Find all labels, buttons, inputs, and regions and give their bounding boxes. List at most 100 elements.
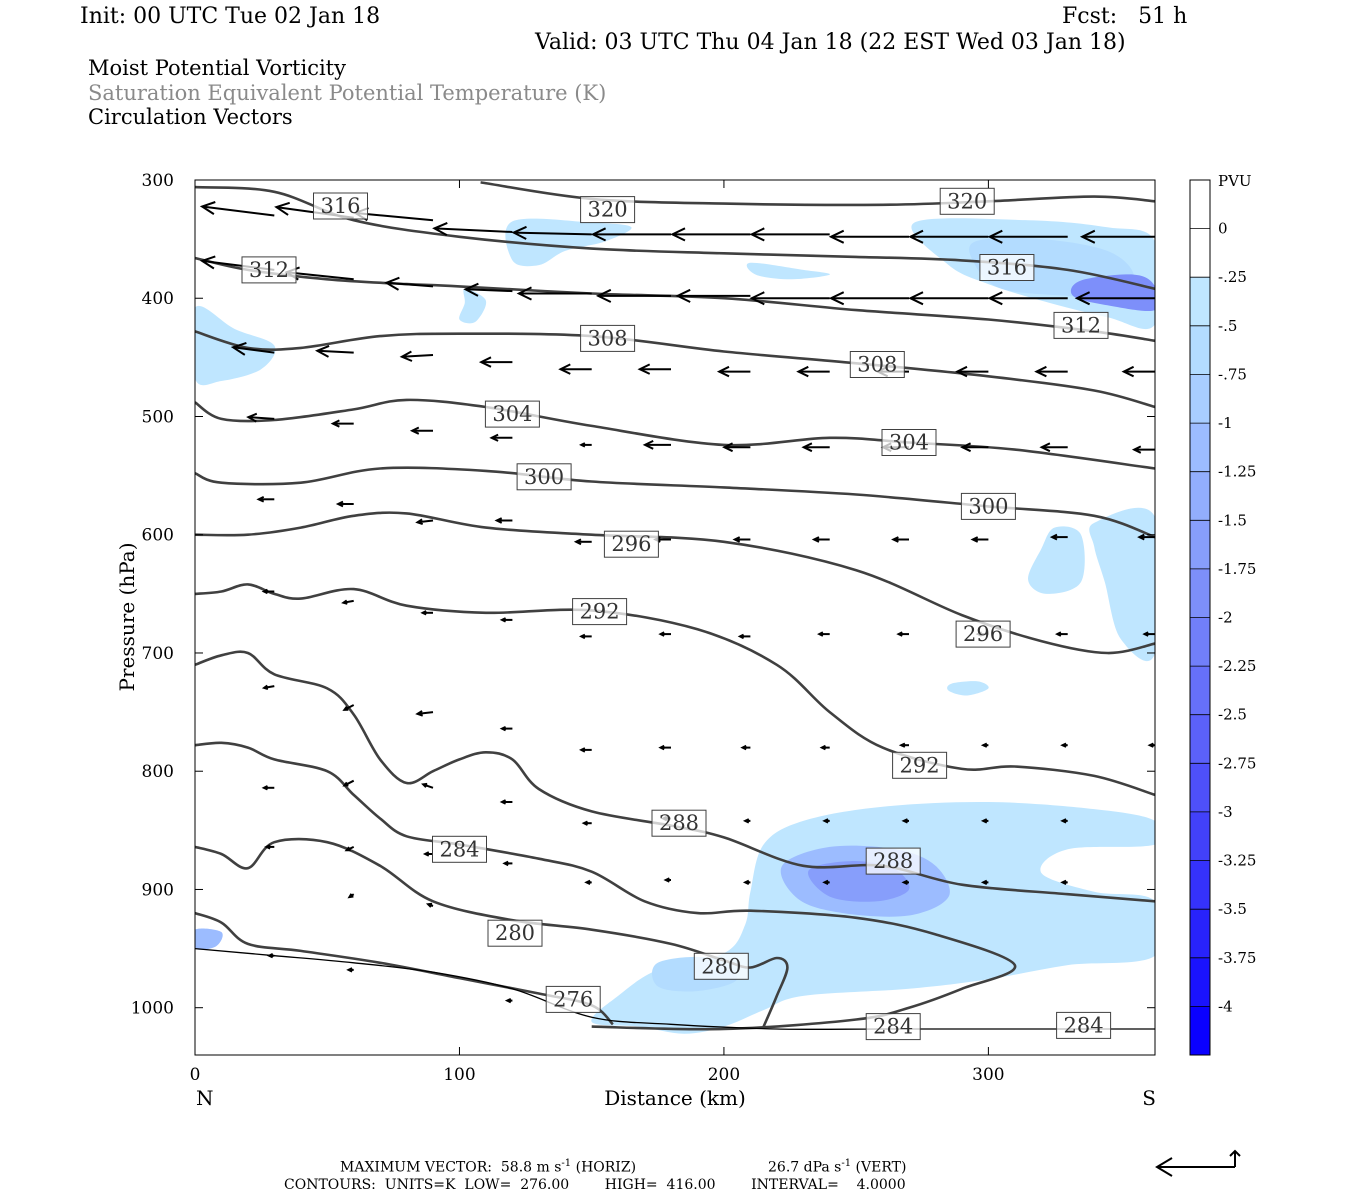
vector-4 bbox=[511, 225, 592, 240]
vector-50 bbox=[415, 518, 434, 526]
max-vector-vert: 26.7 dPa s-1 (VERT) bbox=[768, 1158, 907, 1176]
vector-64 bbox=[579, 633, 592, 640]
vector-19 bbox=[749, 291, 830, 306]
vector-55 bbox=[811, 536, 830, 543]
vector-63 bbox=[499, 617, 513, 623]
colorbar-swatch-6 bbox=[1190, 471, 1210, 521]
svg-text:292: 292 bbox=[900, 753, 940, 777]
vector-27 bbox=[478, 356, 513, 368]
contour-info: CONTOURS: UNITS=K LOW= 276.00 HIGH= 416.… bbox=[284, 1177, 906, 1193]
contour-label-276-0: 276 bbox=[545, 985, 601, 1013]
colorbar-swatch-11 bbox=[1190, 714, 1210, 764]
vector-106 bbox=[347, 893, 355, 899]
vector-8 bbox=[828, 229, 909, 244]
vector-22 bbox=[987, 291, 1068, 306]
svg-text:284: 284 bbox=[1064, 1013, 1104, 1037]
colorbar-swatch-3 bbox=[1190, 325, 1210, 375]
vector-35 bbox=[1121, 365, 1155, 378]
contour-label-284-2: 284 bbox=[1056, 1011, 1112, 1039]
vector-79 bbox=[819, 744, 830, 751]
colorbar-swatch-0 bbox=[1190, 180, 1210, 230]
vector-65 bbox=[658, 631, 671, 637]
vector-59 bbox=[1137, 533, 1155, 541]
contour-label-292-1: 292 bbox=[892, 751, 948, 779]
vector-78 bbox=[740, 744, 751, 751]
colorbar-label-2: -.5 bbox=[1218, 317, 1237, 335]
contour-label-316-0: 316 bbox=[313, 192, 368, 220]
svg-text:280: 280 bbox=[495, 921, 535, 945]
colorbar-label-1: -.25 bbox=[1218, 268, 1247, 286]
theta-contour-280 bbox=[195, 837, 789, 1028]
colorbar-swatch-1 bbox=[1190, 228, 1210, 278]
colorbar-swatch-5 bbox=[1190, 423, 1210, 473]
vector-90 bbox=[742, 818, 751, 824]
vector-24 bbox=[230, 341, 275, 356]
vector-84 bbox=[261, 785, 275, 791]
svg-text:300: 300 bbox=[524, 465, 564, 489]
vector-29 bbox=[637, 363, 671, 375]
colorbar-swatch-12 bbox=[1190, 763, 1210, 813]
vector-107 bbox=[425, 902, 434, 908]
contour-label-312-1: 312 bbox=[1053, 311, 1109, 339]
vector-86 bbox=[421, 782, 434, 789]
max-vector-horiz: MAXIMUM VECTOR: 58.8 m s-1 (HORIZ) bbox=[340, 1158, 637, 1176]
vector-25 bbox=[314, 344, 354, 358]
init-time: Init: 00 UTC Tue 02 Jan 18 bbox=[80, 4, 381, 29]
vector-46 bbox=[1039, 442, 1068, 453]
vector-83 bbox=[1147, 742, 1155, 748]
svg-text:284: 284 bbox=[439, 837, 479, 861]
vector-70 bbox=[1055, 631, 1068, 637]
svg-text:300: 300 bbox=[968, 494, 1008, 518]
vector-34 bbox=[1034, 365, 1068, 378]
colorbar-swatch-2 bbox=[1190, 277, 1210, 327]
colorbar-label-5: -1.25 bbox=[1218, 463, 1256, 481]
svg-text:304: 304 bbox=[492, 402, 532, 426]
svg-text:320: 320 bbox=[947, 189, 987, 213]
contour-label-288-1: 288 bbox=[865, 847, 921, 875]
title-pv: Moist Potential Vorticity bbox=[88, 56, 346, 80]
theta-contour-292 bbox=[195, 583, 1155, 797]
colorbar-label-15: -3.75 bbox=[1218, 949, 1256, 967]
vector-99 bbox=[584, 879, 592, 886]
vector-96 bbox=[344, 845, 355, 852]
y-tick-label-800: 800 bbox=[142, 762, 174, 782]
vector-94 bbox=[1060, 818, 1068, 824]
vector-40 bbox=[579, 442, 592, 448]
colorbar-swatch-7 bbox=[1190, 520, 1210, 570]
pv-region-8 bbox=[1028, 526, 1085, 594]
theta-contour-304 bbox=[195, 398, 1155, 470]
contour-labels: 320 320 316 316 312 312 308 308 304 304 300 300 296 2… bbox=[241, 187, 1112, 1041]
y-tick-label-400: 400 bbox=[142, 289, 174, 309]
x-tick-label-0: 0 bbox=[190, 1065, 201, 1085]
y-tick-label-300: 300 bbox=[142, 171, 174, 191]
colorbar-label-12: -3 bbox=[1218, 803, 1233, 821]
contour-label-304-0: 304 bbox=[484, 400, 540, 428]
svg-text:284: 284 bbox=[873, 1015, 913, 1039]
vector-6 bbox=[670, 227, 751, 242]
svg-text:292: 292 bbox=[580, 600, 620, 624]
vector-60 bbox=[261, 588, 275, 595]
vector-43 bbox=[801, 442, 830, 453]
vector-5 bbox=[590, 227, 671, 242]
axes: 300 400 500 600 700 800 900 1000 0 100 200 300 bbox=[131, 171, 1155, 1085]
svg-text:308: 308 bbox=[857, 353, 897, 377]
theta-contour-284 bbox=[195, 741, 1017, 1031]
colorbar-label-4: -1 bbox=[1218, 414, 1233, 432]
vector-47 bbox=[1131, 445, 1155, 454]
vector-17 bbox=[595, 288, 671, 303]
contour-label-288-0: 288 bbox=[651, 809, 707, 837]
circulation-vectors bbox=[199, 201, 1155, 1004]
title-theta: Saturation Equivalent Potential Temperat… bbox=[88, 81, 607, 105]
svg-text:296: 296 bbox=[611, 532, 651, 556]
vector-85 bbox=[342, 779, 355, 787]
vector-57 bbox=[970, 536, 989, 543]
vector-98 bbox=[502, 860, 513, 867]
vector-91 bbox=[822, 818, 830, 824]
colorbar-label-7: -1.75 bbox=[1218, 560, 1256, 578]
vector-45 bbox=[960, 442, 989, 453]
colorbar-swatch-15 bbox=[1190, 909, 1210, 959]
colorbar-label-11: -2.75 bbox=[1218, 754, 1256, 772]
vector-100 bbox=[663, 877, 671, 883]
contour-label-296-0: 296 bbox=[603, 530, 659, 558]
svg-text:280: 280 bbox=[701, 954, 741, 978]
